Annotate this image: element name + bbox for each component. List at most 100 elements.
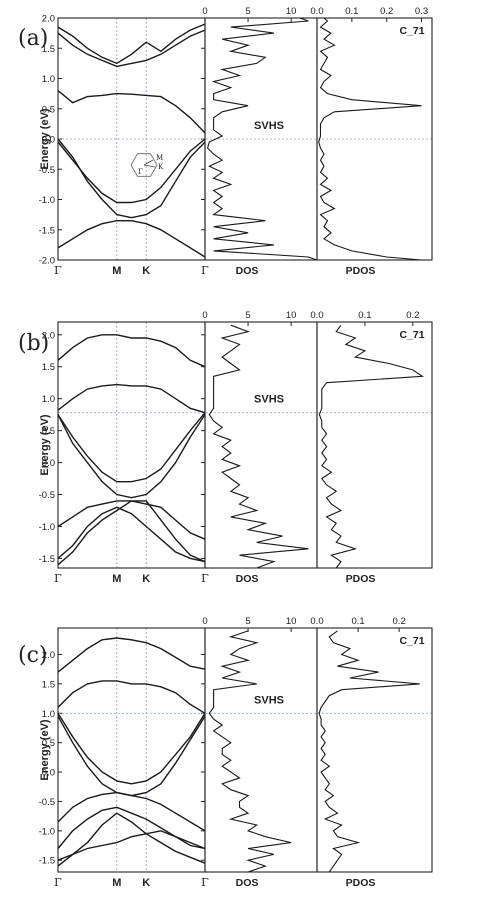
y-tick-label: 1.5 <box>42 362 55 373</box>
bz-label: K <box>158 163 164 171</box>
y-tick-label: -1.0 <box>39 195 55 206</box>
k-point-label: K <box>142 265 150 277</box>
k-point-label: Γ <box>54 264 62 277</box>
y-tick-label: -0.5 <box>39 165 55 176</box>
bz-label: M <box>156 154 163 162</box>
band-line <box>57 29 206 68</box>
y-tick-label: -1.5 <box>39 225 55 236</box>
dos-x-tick-label: 5 <box>245 310 250 321</box>
pdos-x-tick-label: 0.3 <box>415 6 428 17</box>
y-tick-label: -1.5 <box>39 554 55 565</box>
pdos-curve <box>318 17 422 261</box>
y-tick-label: 0.5 <box>42 104 55 115</box>
pdos-x-tick-label: 0.1 <box>358 310 371 321</box>
bz-label: Γ <box>138 168 143 176</box>
y-tick-label: -1.5 <box>39 856 55 867</box>
y-tick-label: 1.0 <box>42 74 55 85</box>
pdos-x-tick-label: 0.2 <box>393 616 406 627</box>
dos-frame <box>204 321 318 569</box>
k-point-label: Γ <box>201 572 209 585</box>
pdos-x-tick-label: 0.0 <box>310 6 323 17</box>
bz-path <box>143 164 156 168</box>
dos-x-tick-label: 10 <box>286 310 297 321</box>
band-line <box>57 383 206 414</box>
band-line <box>57 680 206 714</box>
pdos-x-tick-label: 0.0 <box>310 310 323 321</box>
band-line <box>57 500 206 566</box>
k-point-label: M <box>112 265 121 277</box>
band-line <box>57 219 206 258</box>
k-point-label: Γ <box>201 264 209 277</box>
y-tick-label: 1.5 <box>42 44 55 55</box>
k-point-label: Γ <box>201 876 209 889</box>
pdos-curve <box>318 324 425 569</box>
band-line <box>57 138 206 204</box>
y-axis-label: Energy (eV) <box>39 108 51 169</box>
k-point-label: K <box>142 573 150 585</box>
dos-curve <box>208 324 309 569</box>
pdos-x-tick-label: 0.1 <box>345 6 358 17</box>
y-tick-label: 0.0 <box>42 458 55 469</box>
dos-x-tick-label: 5 <box>245 616 250 627</box>
y-axis-label: Energy (eV) <box>39 414 51 475</box>
band-frame <box>57 627 206 873</box>
band-line <box>57 806 206 850</box>
band-line <box>57 414 206 499</box>
structure-annotation: C_71 <box>399 635 424 647</box>
pdos-axis-label: PDOS <box>346 265 376 277</box>
dos-x-tick-label: 10 <box>286 6 297 17</box>
dos-axis-label: DOS <box>236 265 259 277</box>
pdos-frame <box>316 321 433 569</box>
dos-x-tick-label: 0 <box>202 6 207 17</box>
y-tick-label: 2.0 <box>42 14 55 25</box>
pdos-x-tick-label: 0.2 <box>380 6 393 17</box>
band-line <box>57 712 206 785</box>
y-tick-label: -0.5 <box>39 490 55 501</box>
band-line <box>57 791 206 832</box>
dos-x-tick-label: 0 <box>202 616 207 627</box>
svhs-label: SVHS <box>254 694 284 706</box>
band-line <box>57 637 206 673</box>
pdos-x-tick-label: 0.2 <box>406 310 419 321</box>
band-frame <box>57 321 206 569</box>
structure-annotation: C_71 <box>399 25 424 37</box>
band-line <box>57 412 206 483</box>
y-tick-label: 0.0 <box>42 135 55 146</box>
k-point-label: Γ <box>54 572 62 585</box>
band-line <box>57 506 206 563</box>
band-line <box>57 500 206 540</box>
pdos-frame <box>316 17 433 261</box>
dos-x-tick-label: 0 <box>202 310 207 321</box>
pdos-x-tick-label: 0.1 <box>351 616 364 627</box>
y-axis-label: Energy (eV) <box>39 719 51 780</box>
pdos-curve <box>318 630 420 873</box>
panel-b: (b) Energy (eV) 2.0 1.5 1.0 0.5 0.0 -0.5 -1.0 -1.… <box>18 310 433 585</box>
band-line <box>57 23 206 65</box>
bz-path <box>143 159 154 166</box>
band-line <box>57 812 206 867</box>
dos-curve <box>206 17 318 261</box>
y-tick-label: 2.0 <box>42 650 55 661</box>
y-tick-label: 1.0 <box>42 394 55 405</box>
k-point-label: M <box>112 573 121 585</box>
svhs-label: SVHS <box>254 394 284 406</box>
y-tick-label: 0.5 <box>42 426 55 437</box>
y-tick-label: -2.0 <box>39 256 55 267</box>
dos-frame <box>204 17 318 261</box>
pdos-x-tick-label: 0.0 <box>310 616 323 627</box>
pdos-axis-label: PDOS <box>346 573 376 585</box>
y-tick-label: -1.0 <box>39 826 55 837</box>
y-tick-label: -0.5 <box>39 797 55 808</box>
y-tick-label: 0.5 <box>42 738 55 749</box>
panel-a: (a) Energy (eV) 2.0 1.5 1.0 0.5 0.0 -0.5 -1.0 -1.… <box>18 6 433 277</box>
band-line <box>57 90 206 134</box>
panel-label: (b) <box>18 331 49 356</box>
band-line <box>57 830 206 861</box>
y-tick-label: 1.0 <box>42 709 55 720</box>
pdos-frame <box>316 627 433 873</box>
dos-axis-label: DOS <box>236 877 259 889</box>
svhs-label: SVHS <box>254 120 284 132</box>
pdos-axis-label: PDOS <box>346 877 376 889</box>
panel-c: (c) Energy (eV) 2.0 1.5 1.0 0.5 0.0 -0.5 -1.0 -1.… <box>18 616 433 889</box>
